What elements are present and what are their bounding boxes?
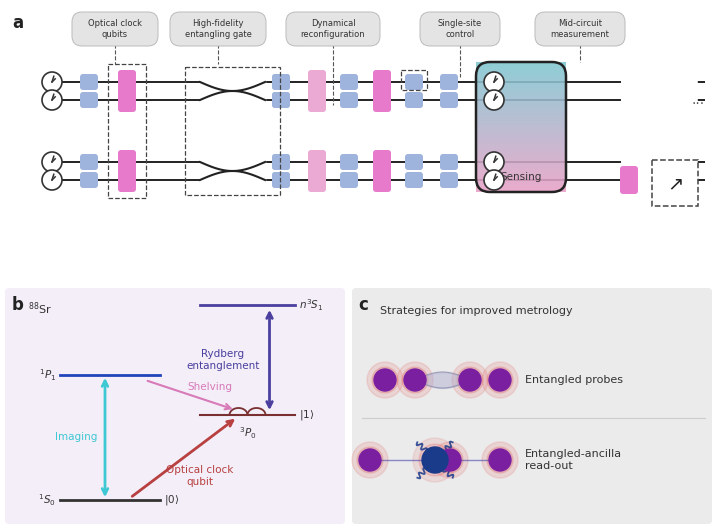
Circle shape bbox=[484, 152, 504, 172]
FancyBboxPatch shape bbox=[72, 12, 158, 46]
FancyBboxPatch shape bbox=[373, 150, 391, 192]
Circle shape bbox=[489, 369, 511, 391]
FancyBboxPatch shape bbox=[80, 154, 98, 170]
FancyBboxPatch shape bbox=[80, 92, 98, 108]
Text: c: c bbox=[358, 296, 368, 314]
Circle shape bbox=[457, 367, 483, 393]
Circle shape bbox=[372, 367, 398, 393]
FancyBboxPatch shape bbox=[272, 154, 290, 170]
FancyBboxPatch shape bbox=[118, 70, 136, 112]
Circle shape bbox=[482, 362, 518, 398]
Circle shape bbox=[357, 447, 383, 473]
Text: Shelving: Shelving bbox=[187, 382, 233, 392]
FancyBboxPatch shape bbox=[272, 74, 290, 90]
Text: Sensing: Sensing bbox=[500, 172, 541, 182]
FancyBboxPatch shape bbox=[352, 288, 712, 524]
Circle shape bbox=[422, 447, 448, 473]
FancyBboxPatch shape bbox=[272, 172, 290, 188]
Text: $n^3S_1$: $n^3S_1$ bbox=[299, 297, 323, 313]
Text: Optical clock
qubit: Optical clock qubit bbox=[166, 465, 234, 487]
FancyBboxPatch shape bbox=[308, 150, 326, 192]
Circle shape bbox=[397, 362, 433, 398]
FancyBboxPatch shape bbox=[405, 74, 423, 90]
Circle shape bbox=[42, 90, 62, 110]
FancyBboxPatch shape bbox=[440, 92, 458, 108]
FancyBboxPatch shape bbox=[420, 12, 500, 46]
FancyBboxPatch shape bbox=[535, 12, 625, 46]
Text: Strategies for improved metrology: Strategies for improved metrology bbox=[380, 306, 572, 316]
Circle shape bbox=[374, 369, 396, 391]
Circle shape bbox=[413, 438, 457, 482]
Bar bbox=[401, 70, 427, 90]
FancyBboxPatch shape bbox=[170, 12, 266, 46]
FancyBboxPatch shape bbox=[340, 154, 358, 170]
Circle shape bbox=[402, 367, 428, 393]
Circle shape bbox=[489, 449, 511, 471]
FancyBboxPatch shape bbox=[272, 74, 290, 90]
FancyBboxPatch shape bbox=[440, 154, 458, 170]
Text: b: b bbox=[12, 296, 24, 314]
FancyBboxPatch shape bbox=[272, 92, 290, 108]
Text: ...: ... bbox=[691, 93, 705, 107]
Circle shape bbox=[459, 369, 481, 391]
Text: ↗: ↗ bbox=[667, 174, 683, 193]
FancyBboxPatch shape bbox=[286, 12, 380, 46]
Bar bbox=[652, 160, 698, 206]
Bar bbox=[185, 67, 280, 195]
Text: $^1S_0$: $^1S_0$ bbox=[38, 492, 56, 508]
Text: Entangled probes: Entangled probes bbox=[525, 375, 623, 385]
Circle shape bbox=[452, 362, 488, 398]
FancyBboxPatch shape bbox=[80, 172, 98, 188]
FancyBboxPatch shape bbox=[620, 166, 638, 194]
FancyBboxPatch shape bbox=[440, 74, 458, 90]
Text: Imaging: Imaging bbox=[55, 432, 97, 442]
Circle shape bbox=[484, 170, 504, 190]
Circle shape bbox=[482, 442, 518, 478]
Text: Rydberg
entanglement: Rydberg entanglement bbox=[186, 349, 259, 371]
FancyBboxPatch shape bbox=[340, 172, 358, 188]
Text: $^1P_1$: $^1P_1$ bbox=[39, 367, 56, 383]
FancyBboxPatch shape bbox=[272, 154, 290, 170]
Text: Dynamical
reconfiguration: Dynamical reconfiguration bbox=[301, 19, 365, 39]
Text: $|1\rangle$: $|1\rangle$ bbox=[299, 408, 314, 422]
Circle shape bbox=[432, 442, 468, 478]
FancyBboxPatch shape bbox=[272, 172, 290, 188]
FancyBboxPatch shape bbox=[308, 70, 326, 112]
Circle shape bbox=[367, 362, 403, 398]
FancyBboxPatch shape bbox=[440, 172, 458, 188]
FancyBboxPatch shape bbox=[373, 70, 391, 112]
Text: $|0\rangle$: $|0\rangle$ bbox=[164, 493, 179, 507]
Text: a: a bbox=[12, 14, 23, 32]
Circle shape bbox=[419, 444, 451, 476]
Circle shape bbox=[484, 72, 504, 92]
Text: Mid-circuit
measurement: Mid-circuit measurement bbox=[551, 19, 609, 39]
Text: Entangled-ancilla
read-out: Entangled-ancilla read-out bbox=[525, 449, 622, 471]
Circle shape bbox=[487, 447, 513, 473]
FancyBboxPatch shape bbox=[118, 150, 136, 192]
FancyBboxPatch shape bbox=[405, 154, 423, 170]
Bar bbox=[108, 64, 146, 198]
Text: $^{88}$Sr: $^{88}$Sr bbox=[28, 300, 52, 316]
Circle shape bbox=[42, 170, 62, 190]
FancyBboxPatch shape bbox=[340, 92, 358, 108]
Circle shape bbox=[42, 152, 62, 172]
Text: Optical clock
qubits: Optical clock qubits bbox=[88, 19, 142, 39]
Circle shape bbox=[487, 367, 513, 393]
FancyBboxPatch shape bbox=[272, 92, 290, 108]
Circle shape bbox=[359, 449, 381, 471]
FancyBboxPatch shape bbox=[405, 92, 423, 108]
Circle shape bbox=[439, 449, 461, 471]
FancyBboxPatch shape bbox=[405, 172, 423, 188]
Circle shape bbox=[484, 90, 504, 110]
FancyBboxPatch shape bbox=[340, 74, 358, 90]
FancyBboxPatch shape bbox=[5, 288, 345, 524]
Circle shape bbox=[437, 447, 463, 473]
Circle shape bbox=[42, 72, 62, 92]
Text: $^3P_0$: $^3P_0$ bbox=[239, 425, 256, 440]
FancyBboxPatch shape bbox=[80, 74, 98, 90]
Circle shape bbox=[404, 369, 426, 391]
Text: Single-site
control: Single-site control bbox=[438, 19, 482, 39]
Text: High-fidelity
entangling gate: High-fidelity entangling gate bbox=[184, 19, 251, 39]
Circle shape bbox=[352, 442, 388, 478]
